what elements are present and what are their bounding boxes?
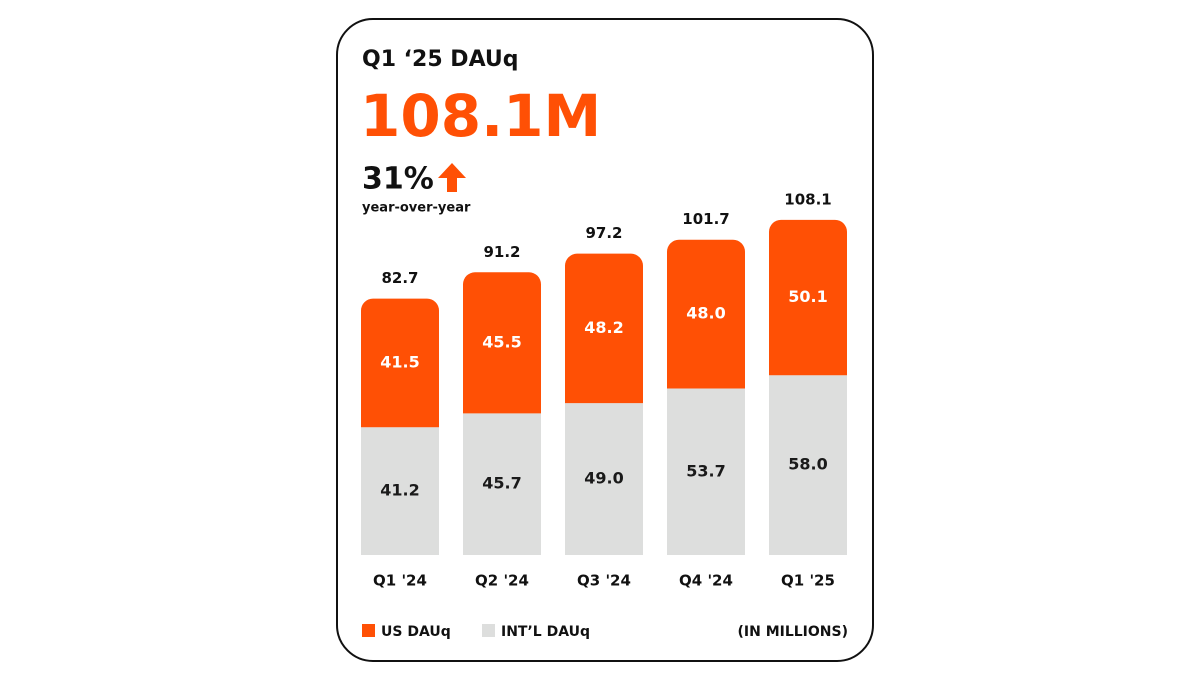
total-label: 108.1 [784,190,831,208]
bar-segment [361,298,439,428]
total-label: 91.2 [483,243,520,261]
bar-segment [463,413,541,555]
segment-label: 45.7 [482,474,521,493]
x-tick-label: Q1 '25 [781,572,835,590]
x-tick-label: Q3 '24 [577,572,631,590]
segment-label: 49.0 [584,469,623,488]
change-label: year-over-year [362,201,471,216]
total-label: 101.7 [682,210,729,228]
change: 31% [362,162,434,197]
up-arrow [438,163,466,192]
chart-title: Q1 ‘25 DAUq [362,47,519,72]
x-tick-label: Q4 '24 [679,572,733,590]
bar-segment [769,219,847,376]
bar-segment [769,375,847,555]
x-tick-label: Q2 '24 [475,572,529,590]
legend-swatch [362,624,375,637]
total-label: 97.2 [585,224,622,242]
bar-segment [463,272,541,414]
segment-label: 45.5 [482,332,521,351]
legend-label: INT’L DAUq [501,624,590,640]
bar-segment [565,403,643,555]
headline: 108.1M [360,82,601,150]
bar-segment [667,239,745,389]
x-tick-label: Q1 '24 [373,572,427,590]
segment-label: 58.0 [788,455,827,474]
bar-segment [667,388,745,555]
legend-label: US DAUq [381,624,451,640]
bar-segment [565,253,643,404]
total-label: 82.7 [381,269,418,287]
segment-label: 48.0 [686,304,725,323]
bar-segment [361,427,439,555]
legend-swatch [482,624,495,637]
segment-label: 48.2 [584,318,623,337]
segment-label: 50.1 [788,287,827,306]
unit-note: (IN MILLIONS) [738,624,849,640]
segment-label: 41.5 [380,352,419,371]
segment-label: 53.7 [686,461,725,480]
segment-label: 41.2 [380,481,419,500]
